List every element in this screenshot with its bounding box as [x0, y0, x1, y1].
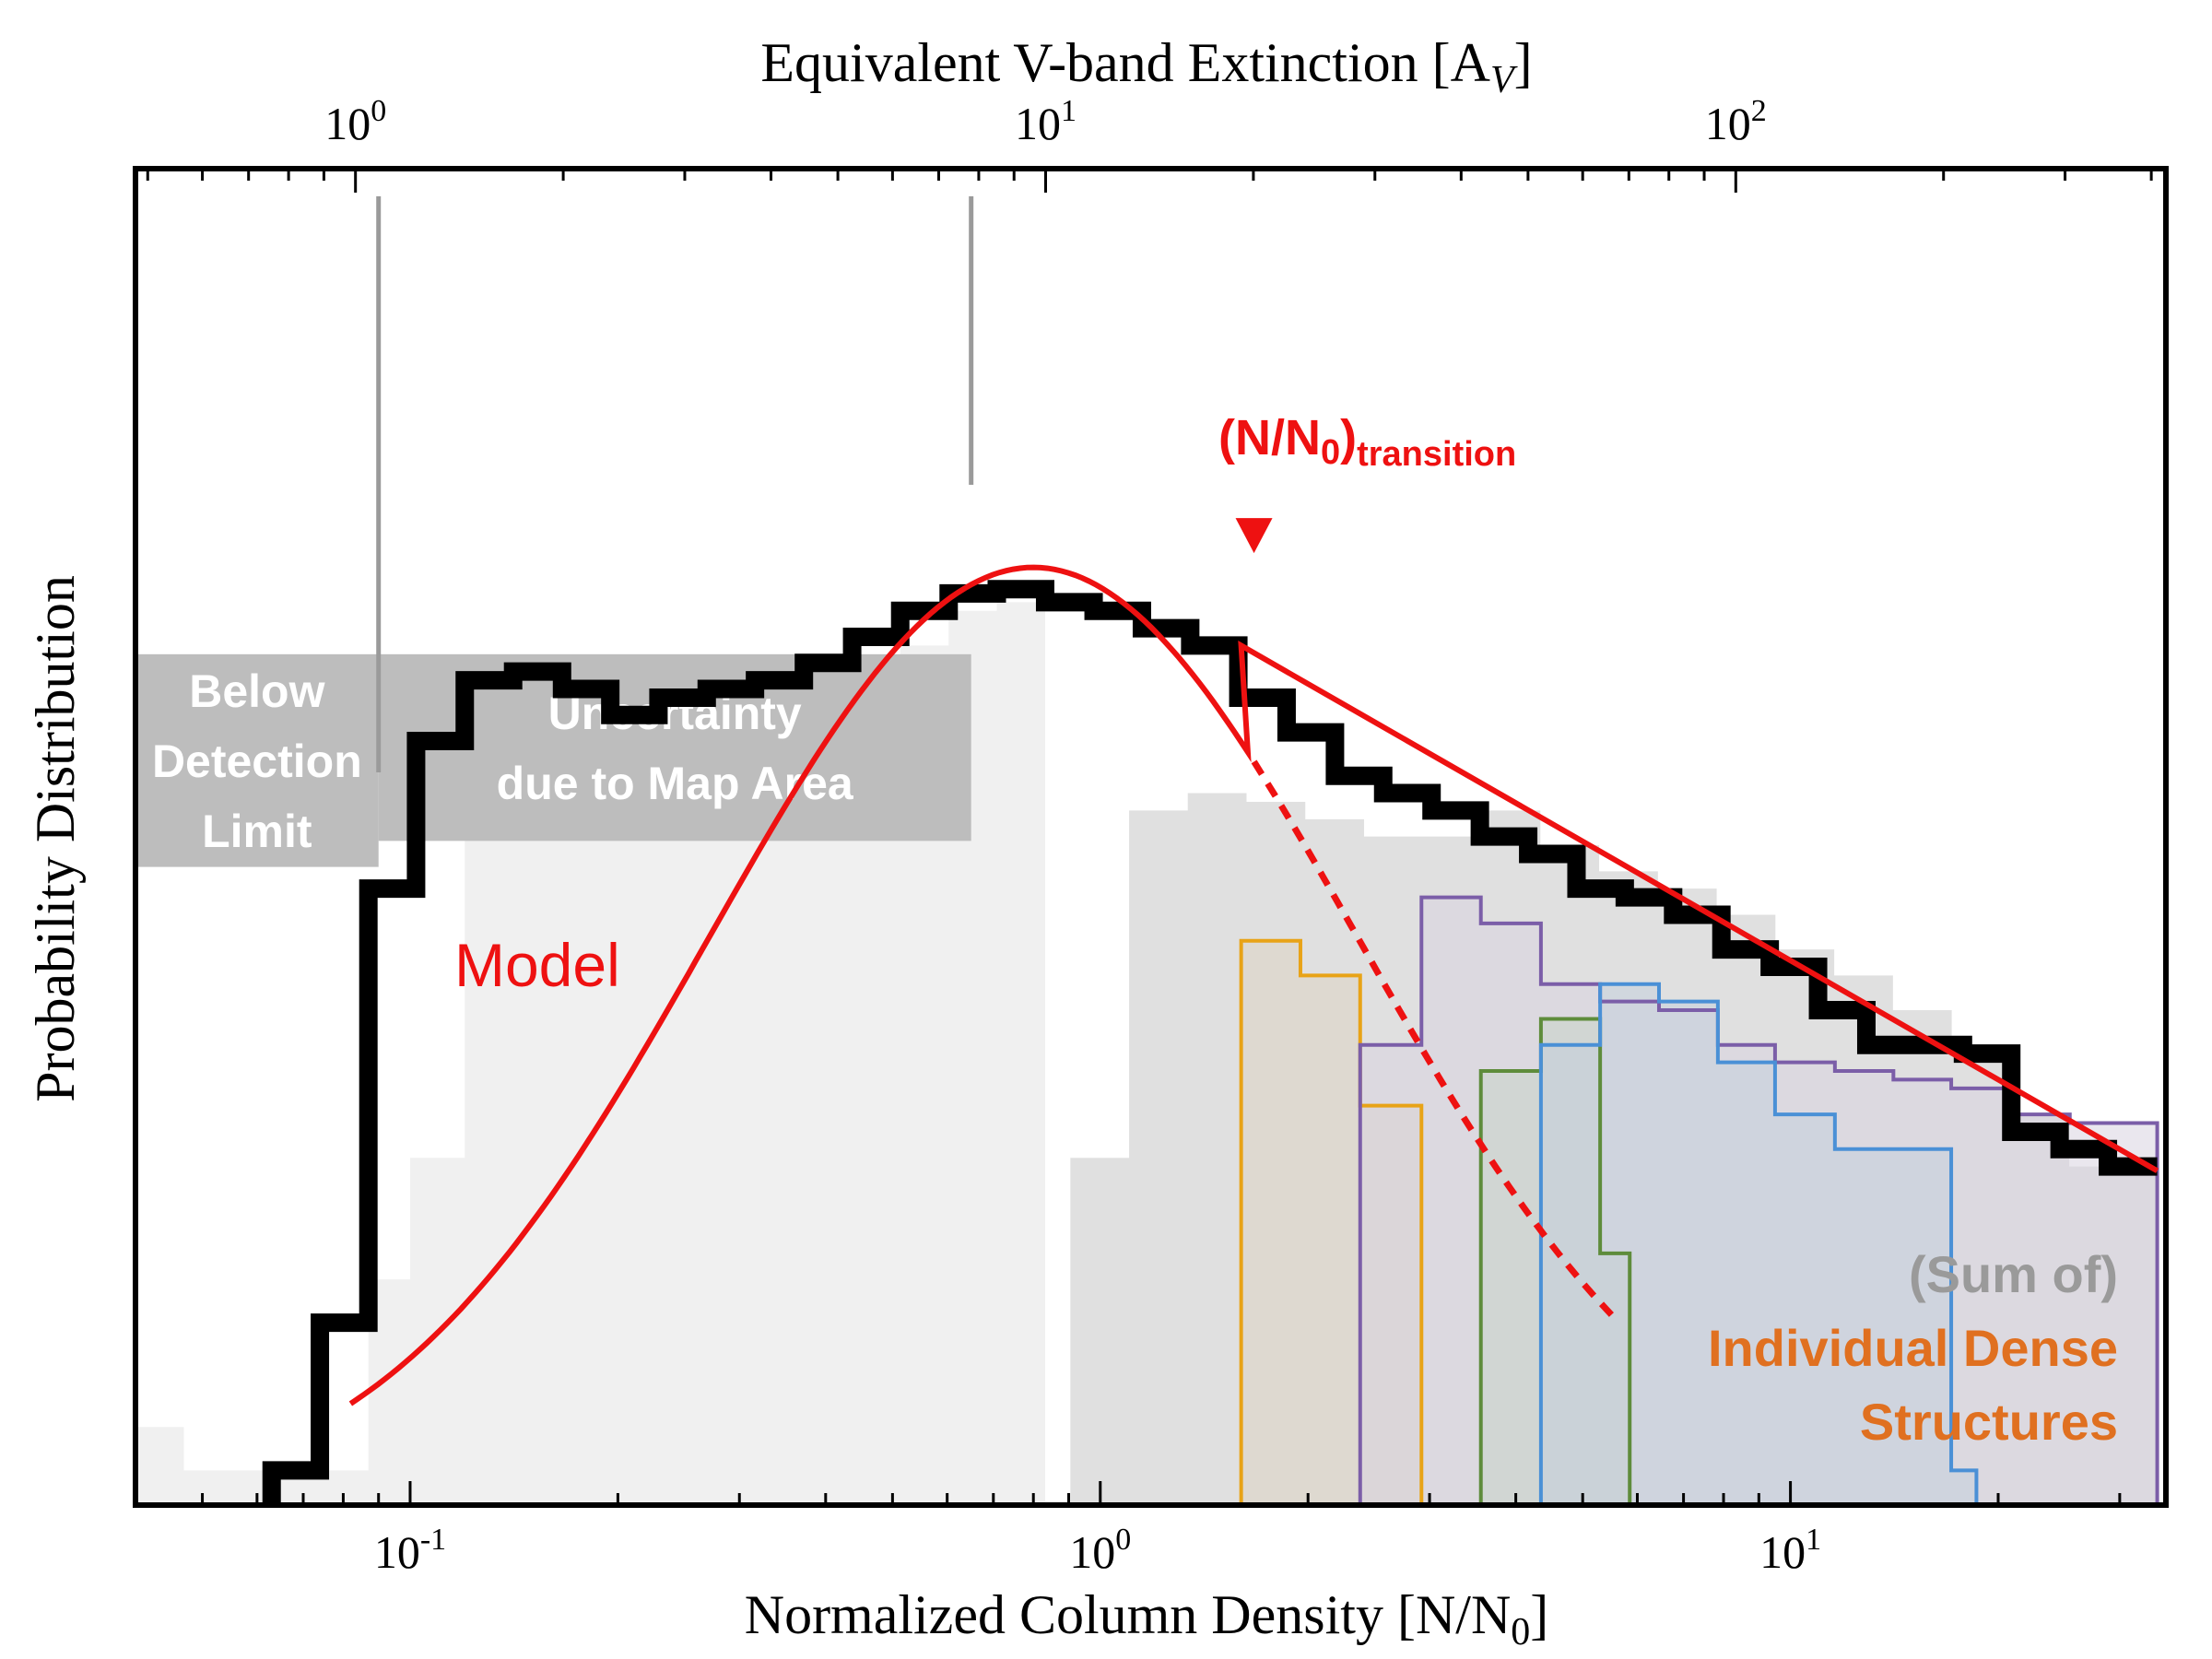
- structures-label: Structures: [1860, 1393, 2118, 1451]
- axis-ticks: 10-1 100 101 100 101 102: [134, 94, 2153, 1578]
- model-curves: [348, 564, 2159, 1406]
- structure-purple-outline: [1358, 895, 2159, 1505]
- model-lognormal-dashed: [1251, 759, 1616, 1319]
- top-axis-label: Equivalent V-band Extinction [AV]: [760, 32, 1532, 101]
- x-axis-label: Normalized Column Density [N/N0]: [745, 1584, 1549, 1653]
- uncertainty-map-area-label: due to Map Area: [497, 758, 854, 809]
- model-label: Model: [454, 931, 620, 999]
- below-detection-label: Limit: [202, 806, 312, 857]
- transition-marker: [1235, 518, 1273, 554]
- bottom-tick-label: 101: [1759, 1523, 1821, 1578]
- below-detection-label: Detection: [152, 735, 362, 787]
- bottom-tick-label: 10-1: [374, 1523, 446, 1578]
- bottom-tick-label: 100: [1069, 1523, 1131, 1578]
- top-tick-label: 101: [1015, 94, 1077, 149]
- individual-dense-label: Individual Dense: [1708, 1319, 2118, 1377]
- transition-label: (N/N0)transition: [1218, 410, 1516, 474]
- plot-frame: [133, 166, 2169, 1508]
- sum-of-label: (Sum of): [1909, 1245, 2118, 1303]
- top-tick-label: 102: [1705, 94, 1767, 149]
- structure-blue-fill: [1540, 983, 1977, 1505]
- structure-orange-outline: [1239, 938, 1424, 1505]
- below-detection-box: [135, 653, 379, 867]
- model-curve: [348, 564, 2159, 1406]
- annotations: [1235, 518, 1273, 554]
- structure-blue-outline: [1538, 982, 1979, 1505]
- y-axis-label: Probability Distribution: [25, 575, 86, 1102]
- below-detection-label: Below: [189, 665, 324, 717]
- top-tick-label: 100: [324, 94, 386, 149]
- structure-histograms: [1239, 895, 2159, 1505]
